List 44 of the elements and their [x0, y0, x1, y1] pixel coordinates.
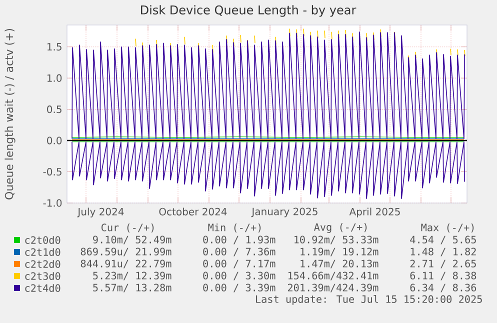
text: 6.11 / 8.38: [410, 272, 476, 280]
text: 1.47m/ 20.13m: [300, 260, 378, 268]
text: 869.59u/ 21.99m: [80, 248, 172, 256]
x-tick-label: April 2025: [349, 208, 400, 218]
text: 10.92m/ 53.33m: [294, 236, 378, 244]
text: Last update: Tue Jul 15 15:20:00 2025: [256, 295, 482, 305]
text: 1.19m/ 19.12m: [300, 248, 378, 256]
legend-label: c2t3d0: [25, 272, 60, 280]
text: 2.71 / 2.65: [410, 260, 476, 268]
legend-label: c2t1d0: [25, 248, 60, 256]
text: Cur (-/+): [102, 223, 154, 232]
text: 154.66m/432.41m: [288, 272, 378, 280]
text: 6.34 / 8.36: [410, 284, 476, 292]
text: Avg (-/+): [314, 223, 367, 233]
legend-label: c2t0d0: [25, 236, 60, 244]
legend-label: c2t2d0: [25, 260, 60, 268]
y-tick-label: -1.0: [43, 199, 62, 207]
text: 9.10m/ 52.49m: [93, 236, 172, 244]
y-tick-label: 0.0: [47, 136, 62, 144]
text: 844.91u/ 22.79m: [80, 260, 172, 268]
x-tick-label: July 2024: [77, 208, 124, 218]
text: 0.00 / 7.36m: [203, 248, 276, 256]
text: 5.23m/ 12.39m: [93, 272, 172, 280]
text: Max (-/+): [421, 223, 474, 232]
y-tick-label: 1.5: [47, 43, 62, 51]
text: 0.00 / 7.17m: [203, 260, 276, 268]
text: 4.54 / 5.65: [410, 236, 476, 244]
y-axis-title: Queue length wait (-) / actv (+): [4, 28, 16, 200]
x-tick-label: October 2024: [159, 208, 227, 216]
text: 0.00 / 1.93m: [203, 236, 276, 244]
text: 1.48 / 1.82: [410, 248, 476, 256]
text: 5.57m/ 13.28m: [93, 284, 172, 292]
legend-label: c2t4d0: [25, 284, 60, 292]
chart-title: Disk Device Queue Length - by year: [141, 5, 356, 17]
y-tick-label: -0.5: [43, 168, 62, 176]
line-series: [72, 141, 465, 200]
x-tick-label: January 2025: [251, 208, 318, 218]
line-series: [72, 31, 465, 140]
text: 201.39m/424.39m: [288, 284, 378, 292]
y-tick-label: 0.5: [47, 106, 62, 114]
y-tick-label: 1.0: [47, 74, 62, 82]
text: Min (-/+): [208, 223, 261, 233]
text: 0.00 / 3.30m: [203, 272, 276, 280]
text: 0.00 / 3.39m: [203, 284, 276, 292]
